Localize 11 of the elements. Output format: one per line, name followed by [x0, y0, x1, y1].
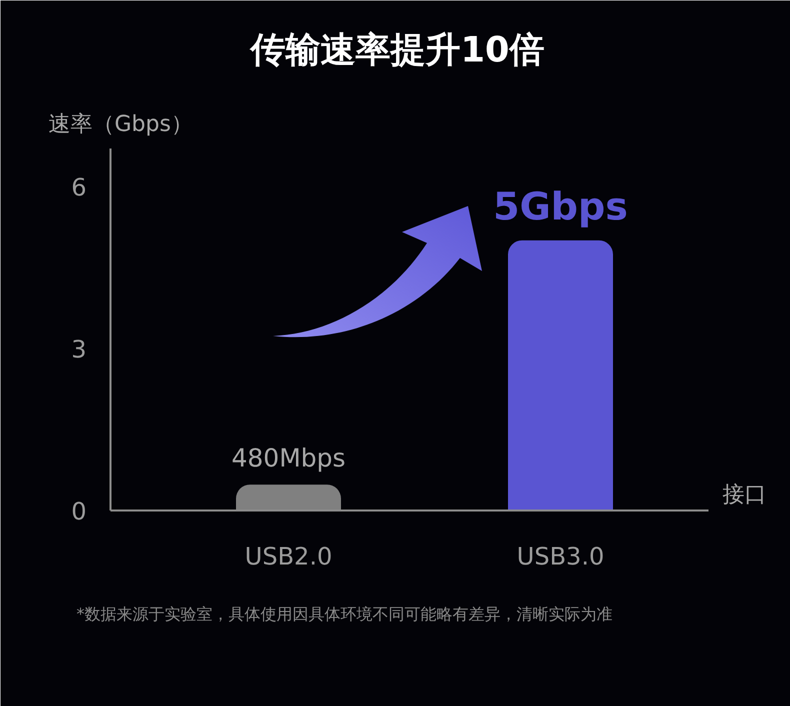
data-label: 5Gbps — [493, 184, 628, 228]
y-axis-title: 速率（Gbps） — [48, 112, 193, 137]
x-axis-title: 接口 — [722, 482, 766, 508]
text: *数据来源于实验室，具体使用因具体环境不同可能略有差异，清晰实际为准 — [76, 604, 612, 624]
y-tick-label: 3 — [71, 335, 87, 364]
y-tick-label: 0 — [71, 498, 87, 526]
y-tick-label: 6 — [71, 173, 87, 202]
x-tick-label: USB2.0 — [244, 542, 332, 570]
chart-title: 传输速率提升10倍 — [248, 30, 544, 70]
annotation: 480Mbps — [231, 444, 346, 473]
x-tick-label: USB3.0 — [516, 542, 604, 570]
